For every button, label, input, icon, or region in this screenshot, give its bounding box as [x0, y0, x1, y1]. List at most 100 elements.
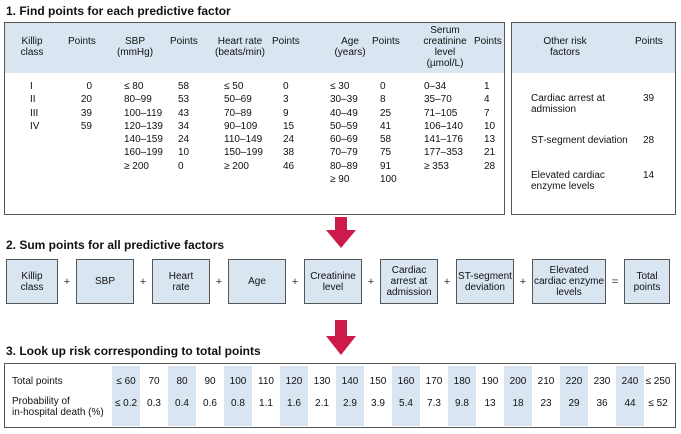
probability-cell: 2.9	[343, 398, 357, 409]
other-item-label: Cardiac arrest at admission	[531, 93, 605, 115]
killip-label: I	[30, 81, 33, 92]
sum-box-total: Total points	[624, 259, 670, 304]
plus-operator: +	[215, 276, 223, 288]
sbp-point: 10	[178, 147, 190, 159]
age-label: ≤ 30	[330, 81, 350, 92]
killip-point: 59	[80, 120, 92, 132]
plus-operator: +	[519, 276, 527, 288]
creatinine-labels: 0–34 35–70 71–105 106–140 141–176 177–35…	[424, 80, 463, 173]
other-item-label: ST-segment deviation	[531, 135, 628, 146]
creatinine-points: 1 4 7 10 13 21 28	[484, 80, 495, 173]
other-item-label: Elevated cardiac enzyme levels	[531, 170, 605, 192]
sbp-label: ≤ 80	[124, 81, 144, 92]
risk-column-shade	[168, 366, 196, 426]
total-points-row-label: Total points	[12, 376, 63, 387]
probability-cell: 2.1	[315, 398, 329, 409]
sum-box-creatinine: Creatinine level	[304, 259, 362, 304]
killip-header: Killip class	[20, 36, 44, 58]
probability-cell: ≤ 52	[648, 398, 668, 409]
probability-cell: 7.3	[427, 398, 441, 409]
age-points-header: Points	[372, 36, 400, 47]
killip-points-header: Points	[68, 36, 96, 47]
creatinine-label: 106–140	[424, 120, 463, 132]
creatinine-point: 28	[484, 160, 496, 172]
age-point: 0	[380, 81, 386, 92]
probability-cell: 5.4	[399, 398, 413, 409]
probability-row-label: Probability of in-hospital death (%)	[12, 396, 104, 418]
sbp-label: ≥ 200	[124, 160, 149, 172]
sbp-label: 80–99	[124, 94, 152, 106]
sum-box-cardiac-arrest: Cardiac arrest at admission	[380, 259, 438, 304]
risk-column-shade	[392, 366, 420, 426]
age-point: 100	[380, 174, 397, 186]
age-label: 40–49	[330, 107, 358, 119]
age-point: 58	[380, 134, 392, 146]
creatinine-point: 1	[484, 81, 490, 92]
creatinine-point: 21	[484, 147, 496, 159]
sbp-label: 160–199	[124, 147, 163, 159]
heart-rate-label: ≤ 50	[224, 81, 244, 92]
heart-rate-label: ≥ 200	[224, 160, 249, 172]
age-label: 80–89	[330, 160, 358, 172]
heart-rate-point: 3	[283, 94, 289, 106]
risk-column-shade	[224, 366, 252, 426]
risk-column-shade	[560, 366, 588, 426]
creatinine-point: 13	[484, 134, 496, 146]
other-factors-header	[512, 23, 675, 73]
creatinine-label: ≥ 353	[424, 160, 449, 172]
creatinine-point: 7	[484, 107, 490, 119]
sbp-point: 53	[178, 94, 190, 106]
sbp-label: 100–119	[124, 107, 163, 119]
factor-table-header	[5, 23, 504, 73]
sum-box-heart-rate: Heart rate	[152, 259, 210, 304]
probability-cell: 36	[596, 398, 608, 409]
creatinine-point: 4	[484, 94, 490, 106]
total-points-cell: 200	[509, 376, 527, 387]
total-points-cell: 130	[313, 376, 331, 387]
total-points-cell: 110	[258, 376, 274, 387]
sbp-points: 58 53 43 34 24 10 0	[178, 80, 190, 173]
sum-box-st-segment: ST-segment deviation	[456, 259, 514, 304]
age-label: ≥ 90	[330, 174, 350, 186]
age-point: 25	[380, 107, 392, 119]
probability-cell: 18	[512, 398, 524, 409]
plus-operator: +	[63, 276, 71, 288]
creatinine-label: 71–105	[424, 107, 458, 119]
risk-column-shade	[616, 366, 644, 426]
creatinine-label: 177–353	[424, 147, 463, 159]
sum-box-sbp: SBP	[76, 259, 134, 304]
total-points-cell: 190	[481, 376, 499, 387]
age-header: Age (years)	[334, 36, 366, 58]
probability-cell: ≤ 0.2	[114, 398, 138, 409]
step1-title: 1. Find points for each predictive facto…	[6, 4, 231, 18]
sum-box-cardiac-enzyme: Elevated cardiac enzyme levels	[532, 259, 606, 304]
total-points-cell: 80	[176, 376, 188, 387]
sbp-point: 24	[178, 134, 190, 146]
age-points: 0 8 25 41 58 75 91 100	[380, 80, 397, 186]
total-points-cell: 100	[229, 376, 247, 387]
probability-cell: 1.1	[259, 398, 273, 409]
risk-column-shade	[448, 366, 476, 426]
total-points-cell: 220	[565, 376, 583, 387]
sbp-point: 0	[178, 160, 184, 172]
heart-rate-label: 70–89	[224, 107, 252, 119]
creatinine-points-header: Points	[474, 36, 502, 47]
age-point: 91	[380, 160, 392, 172]
killip-label: III	[30, 107, 39, 119]
age-label: 70–79	[330, 147, 358, 159]
heart-rate-labels: ≤ 50 50–69 70–89 90–109 110–149 150–199 …	[224, 80, 263, 173]
heart-rate-points-header: Points	[272, 36, 300, 47]
probability-cell: 3.9	[371, 398, 385, 409]
sbp-points-header: Points	[170, 36, 198, 47]
probability-cell: 29	[568, 398, 580, 409]
age-point: 75	[380, 147, 392, 159]
equals-operator: =	[611, 276, 619, 288]
total-points-cell: 120	[285, 376, 303, 387]
total-points-cell: ≤ 60	[116, 376, 136, 387]
creatinine-point: 10	[484, 120, 496, 132]
creatinine-label: 35–70	[424, 94, 452, 106]
other-factors-table	[511, 22, 676, 215]
sbp-header: SBP (mmHg)	[116, 36, 154, 58]
creatinine-label: 141–176	[424, 134, 463, 146]
plus-operator: +	[367, 276, 375, 288]
